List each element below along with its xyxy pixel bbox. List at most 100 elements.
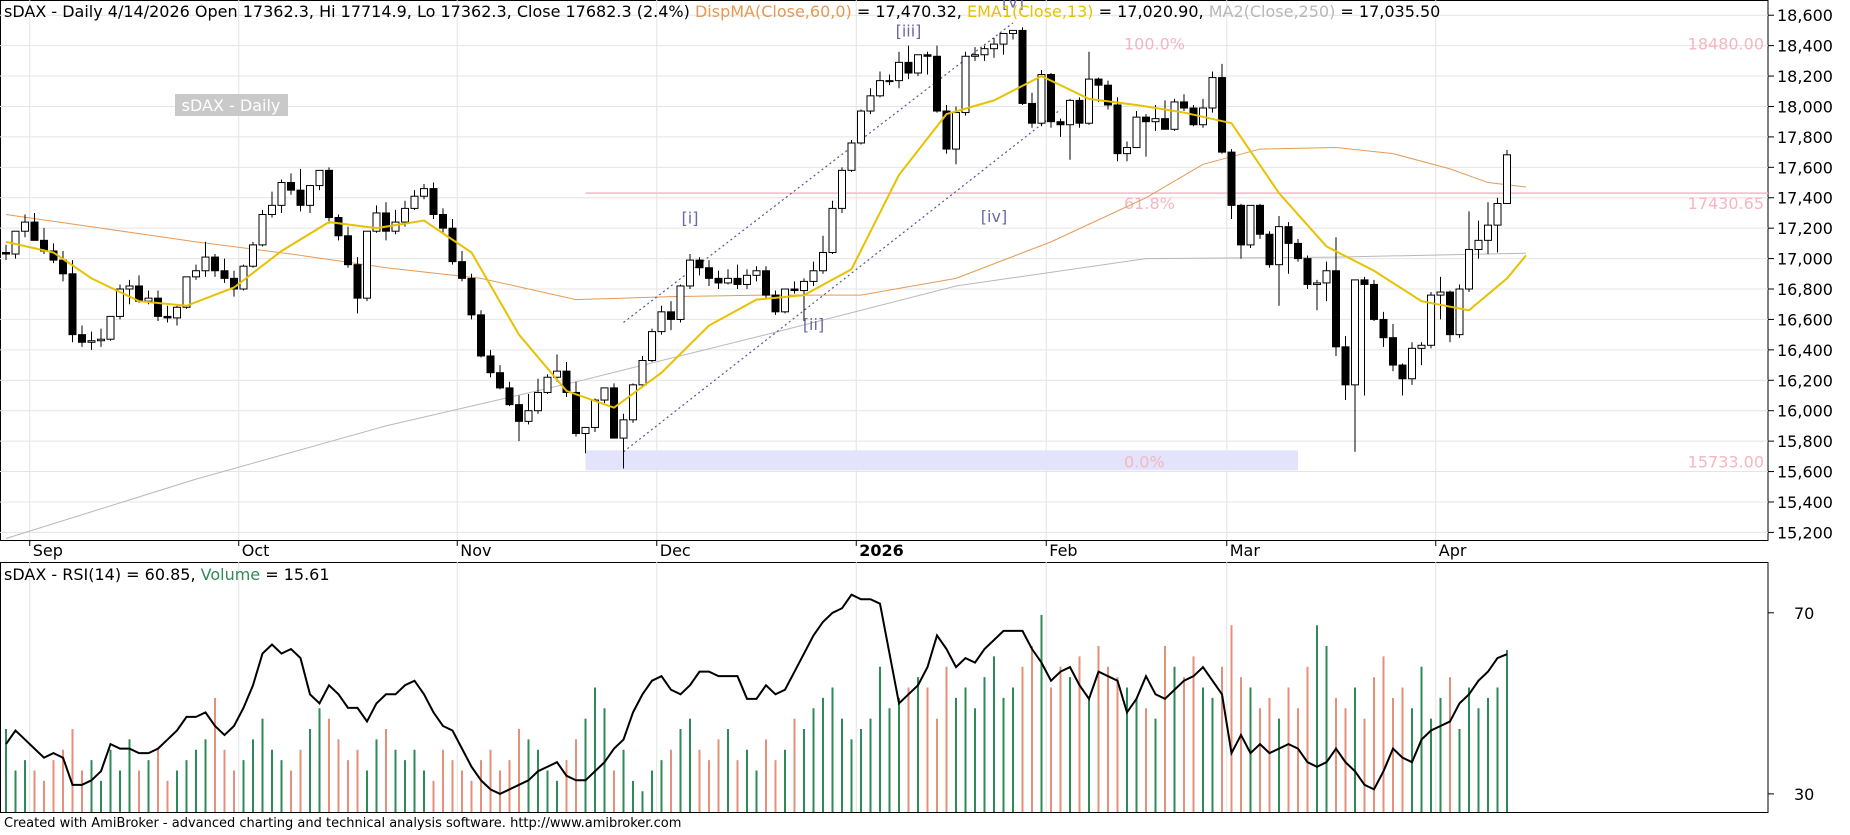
candle-up bbox=[847, 142, 856, 171]
candle-up bbox=[1246, 204, 1255, 246]
candle-down bbox=[486, 355, 495, 374]
candle-up bbox=[1436, 291, 1445, 296]
candle-down bbox=[1398, 364, 1407, 380]
candle-down bbox=[572, 391, 580, 435]
candle-down bbox=[163, 315, 172, 319]
candle-up bbox=[838, 169, 846, 209]
ema13-line bbox=[5, 74, 1527, 409]
candle-down bbox=[334, 217, 343, 237]
candle-down bbox=[610, 387, 618, 439]
candle-down bbox=[78, 334, 86, 343]
month-label: Apr bbox=[1439, 541, 1467, 560]
candle-down bbox=[1075, 99, 1084, 124]
candle-down bbox=[220, 270, 229, 279]
candle-down bbox=[923, 54, 932, 57]
candle-up bbox=[144, 297, 153, 302]
candle-down bbox=[1341, 346, 1350, 386]
elliott-wave-label: [ii] bbox=[803, 315, 824, 334]
fib-level-price: 18480.00 bbox=[1688, 34, 1764, 53]
candle-down bbox=[1379, 318, 1388, 339]
candle-down bbox=[1237, 204, 1245, 246]
candle-up bbox=[676, 285, 685, 320]
candle-up bbox=[173, 306, 181, 319]
candle-down bbox=[477, 314, 485, 357]
candle-up bbox=[1465, 248, 1473, 290]
candle-down bbox=[1142, 116, 1150, 123]
candle-down bbox=[1370, 283, 1378, 320]
candle-down bbox=[562, 370, 571, 393]
fib-level-pct: 61.8% bbox=[1124, 194, 1175, 213]
candle-up bbox=[724, 277, 732, 284]
candle-up bbox=[990, 43, 998, 50]
candle-up bbox=[182, 276, 191, 308]
candle-up bbox=[686, 259, 694, 287]
candle-up bbox=[952, 112, 960, 150]
fib-level-price: 15733.00 bbox=[1688, 452, 1764, 471]
month-label: Dec bbox=[660, 541, 691, 560]
price-tick-label: 18,000 bbox=[1777, 97, 1833, 116]
candles bbox=[2, 27, 1511, 469]
indicator-header: sDAX - RSI(14) = 60.85, Volume = 15.61 bbox=[4, 565, 330, 584]
candle-up bbox=[743, 274, 751, 285]
fib-level-pct: 0.0% bbox=[1124, 452, 1165, 471]
candle-down bbox=[1389, 337, 1397, 366]
candle-up bbox=[1066, 99, 1074, 126]
elliott-wave-label: [v] bbox=[1002, 0, 1024, 12]
candle-up bbox=[781, 288, 789, 313]
fib-level-pct: 100.0% bbox=[1124, 34, 1185, 53]
price-tick-label: 16,000 bbox=[1777, 402, 1833, 421]
candle-down bbox=[68, 273, 77, 336]
candle-up bbox=[1322, 270, 1331, 284]
candle-up bbox=[401, 207, 409, 223]
candle-up bbox=[97, 338, 105, 342]
candle-down bbox=[211, 256, 219, 272]
fib-level-price: 17430.65 bbox=[1688, 194, 1764, 213]
candle-up bbox=[315, 169, 324, 187]
price-header: sDAX - Daily 4/14/2026 Open 17362.3, Hi … bbox=[4, 2, 1440, 21]
candle-down bbox=[1056, 121, 1065, 126]
rsi-tick-label: 70 bbox=[1794, 604, 1814, 623]
volume-label: Volume bbox=[201, 565, 261, 584]
footer-credit: Created with AmiBroker - advanced charti… bbox=[4, 816, 681, 831]
candle-up bbox=[534, 391, 542, 412]
candle-down bbox=[429, 188, 438, 215]
candle-up bbox=[1503, 154, 1511, 204]
candle-down bbox=[154, 297, 162, 317]
month-label: Nov bbox=[460, 541, 491, 560]
candle-up bbox=[885, 80, 894, 83]
price-tick-label: 16,400 bbox=[1777, 341, 1833, 360]
candle-down bbox=[458, 261, 466, 279]
candle-down bbox=[904, 61, 913, 74]
month-label: Feb bbox=[1049, 541, 1077, 560]
candle-down bbox=[771, 294, 780, 313]
candle-down bbox=[1218, 77, 1226, 153]
candle-up bbox=[524, 410, 533, 422]
candle-up bbox=[306, 185, 314, 206]
ma250-label: MA2(Close,250) bbox=[1209, 2, 1336, 21]
candle-up bbox=[363, 230, 371, 299]
candle-down bbox=[467, 277, 476, 316]
candle-down bbox=[439, 213, 447, 229]
candle-up bbox=[391, 221, 400, 232]
candle-down bbox=[1303, 258, 1312, 285]
candle-up bbox=[410, 195, 419, 209]
candle-down bbox=[667, 311, 675, 320]
candle-down bbox=[30, 221, 39, 241]
candle-down bbox=[1294, 242, 1302, 260]
ema-label: EMA1(Close,13) bbox=[967, 2, 1094, 21]
candle-up bbox=[268, 204, 276, 215]
candle-up bbox=[372, 212, 381, 232]
candle-down bbox=[1446, 291, 1454, 336]
candle-up bbox=[1474, 239, 1483, 250]
candle-up bbox=[638, 360, 647, 386]
candle-down bbox=[705, 267, 713, 279]
candle-up bbox=[21, 221, 29, 232]
candle-down bbox=[382, 212, 390, 232]
month-label: 2026 bbox=[859, 541, 904, 560]
price-tick-label: 17,800 bbox=[1777, 128, 1833, 147]
candle-down bbox=[448, 227, 457, 263]
candle-up bbox=[819, 252, 827, 272]
candle-down bbox=[942, 110, 951, 150]
candle-down bbox=[1047, 74, 1055, 123]
candle-up bbox=[258, 213, 267, 246]
